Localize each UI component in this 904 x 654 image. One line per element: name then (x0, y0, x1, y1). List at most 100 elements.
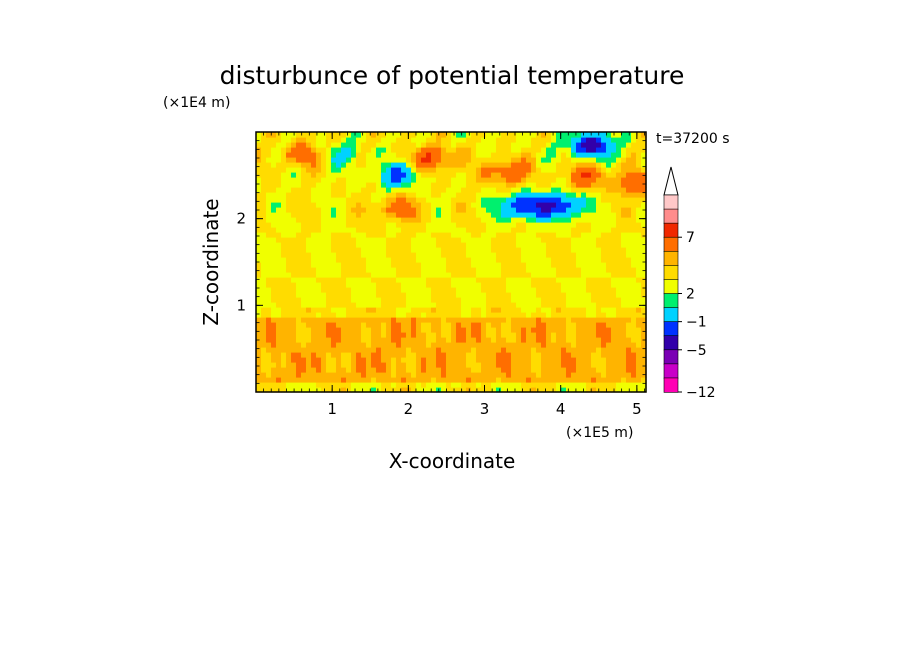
field-cell (361, 337, 367, 343)
field-cell (631, 162, 637, 168)
field-cell (416, 192, 422, 198)
field-cell (256, 167, 262, 173)
field-cell (486, 137, 492, 143)
field-cell (426, 177, 432, 183)
field-cell (441, 382, 447, 388)
field-cell (606, 287, 612, 293)
field-cell (361, 257, 367, 263)
field-cell (431, 362, 437, 368)
field-cell (456, 142, 462, 148)
field-cell (636, 192, 642, 198)
field-cell (326, 157, 332, 163)
field-cell (421, 222, 427, 228)
field-cell (296, 217, 302, 223)
field-cell (421, 172, 427, 178)
field-cell (501, 237, 507, 243)
field-cell (491, 342, 497, 348)
field-cell (586, 277, 592, 283)
field-cell (411, 152, 417, 158)
field-cell (466, 202, 472, 208)
field-cell (561, 307, 567, 313)
field-cell (571, 312, 577, 318)
field-cell (436, 147, 442, 153)
field-cell (286, 222, 292, 228)
field-cell (461, 357, 467, 363)
field-cell (426, 342, 432, 348)
field-cell (346, 187, 352, 193)
field-cell (371, 152, 377, 158)
field-cell (461, 307, 467, 313)
field-cell (311, 267, 317, 273)
field-cell (381, 152, 387, 158)
field-cell (566, 337, 572, 343)
field-cell (606, 177, 612, 183)
field-cell (256, 252, 262, 258)
field-cell (321, 227, 327, 233)
field-cell (406, 367, 412, 373)
field-cell (606, 192, 612, 198)
field-cell (631, 282, 637, 288)
field-cell (531, 217, 537, 223)
field-cell (476, 262, 482, 268)
field-cell (406, 242, 412, 248)
field-cell (596, 212, 602, 218)
field-cell (266, 382, 272, 388)
field-cell (271, 167, 277, 173)
field-cell (631, 267, 637, 273)
field-cell (516, 297, 522, 303)
field-cell (416, 157, 422, 163)
field-cell (536, 252, 542, 258)
field-cell (596, 172, 602, 178)
field-cell (331, 177, 337, 183)
field-cell (421, 137, 427, 143)
field-cell (451, 322, 457, 328)
field-cell (436, 252, 442, 258)
field-cell (501, 267, 507, 273)
field-cell (601, 312, 607, 318)
field-cell (621, 277, 627, 283)
field-cell (281, 347, 287, 353)
field-cell (586, 312, 592, 318)
field-cell (266, 387, 272, 393)
field-cell (586, 227, 592, 233)
field-cell (426, 207, 432, 213)
field-cell (606, 357, 612, 363)
field-cell (311, 337, 317, 343)
field-cell (501, 372, 507, 378)
field-cell (576, 342, 582, 348)
field-cell (491, 252, 497, 258)
field-cell (351, 272, 357, 278)
field-cell (511, 367, 517, 373)
field-cell (296, 232, 302, 238)
field-cell (556, 212, 562, 218)
field-cell (586, 327, 592, 333)
field-cell (566, 237, 572, 243)
field-cell (361, 217, 367, 223)
field-cell (286, 212, 292, 218)
field-cell (446, 287, 452, 293)
field-cell (471, 347, 477, 353)
field-cell (426, 237, 432, 243)
field-cell (476, 252, 482, 258)
field-cell (496, 357, 502, 363)
field-cell (361, 312, 367, 318)
field-cell (621, 377, 627, 383)
field-cell (391, 372, 397, 378)
field-cell (306, 367, 312, 373)
field-cell (456, 207, 462, 213)
field-cell (461, 362, 467, 368)
field-cell (266, 212, 272, 218)
field-cell (271, 212, 277, 218)
field-cell (611, 242, 617, 248)
field-cell (531, 247, 537, 253)
field-cell (531, 387, 537, 393)
field-cell (271, 302, 277, 308)
field-cell (351, 212, 357, 218)
field-cell (501, 367, 507, 373)
field-cell (461, 232, 467, 238)
field-cell (296, 382, 302, 388)
field-cell (606, 247, 612, 253)
field-cell (361, 282, 367, 288)
field-cell (306, 147, 312, 153)
field-cell (601, 242, 607, 248)
